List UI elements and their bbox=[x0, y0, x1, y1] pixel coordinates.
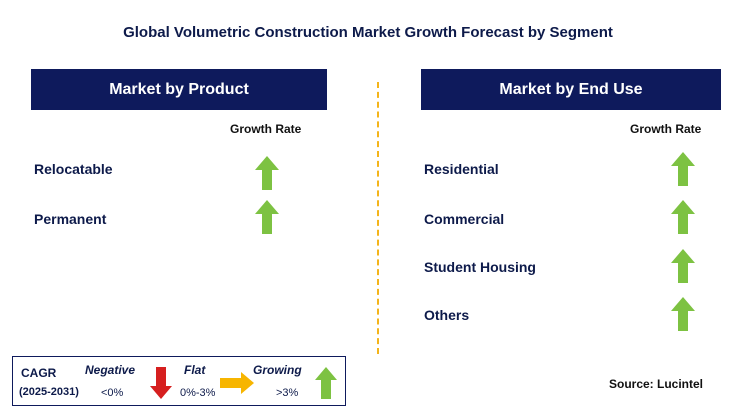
product-growth-rate-label: Growth Rate bbox=[230, 122, 302, 136]
source-note: Source: Lucintel bbox=[609, 377, 704, 391]
legend-growing-range: >3% bbox=[276, 387, 299, 399]
cagr-legend: CAGR (2025-2031) Negative <0% Flat 0%-3%… bbox=[12, 356, 346, 406]
up-arrow-icon bbox=[671, 297, 695, 331]
up-arrow-icon bbox=[255, 200, 279, 234]
up-arrow-icon bbox=[255, 156, 279, 190]
product-header: Market by Product bbox=[31, 69, 327, 110]
end-use-item-student-housing: Student Housing bbox=[424, 259, 536, 275]
end-use-item-others: Others bbox=[424, 307, 470, 323]
panel-divider bbox=[377, 82, 379, 354]
end-use-growth-rate-label: Growth Rate bbox=[630, 122, 702, 136]
chart-title: Global Volumetric Construction Market Gr… bbox=[123, 24, 613, 41]
legend-cagr-label: CAGR bbox=[21, 366, 57, 380]
legend-negative-label: Negative bbox=[85, 363, 136, 377]
legend-negative-range: <0% bbox=[101, 387, 124, 399]
legend-flat-label: Flat bbox=[184, 363, 206, 377]
legend-period: (2025-2031) bbox=[19, 386, 79, 398]
end-use-header: Market by End Use bbox=[421, 69, 721, 110]
up-arrow-icon bbox=[671, 249, 695, 283]
end-use-item-residential: Residential bbox=[424, 161, 499, 177]
product-item-relocatable: Relocatable bbox=[34, 161, 113, 177]
product-item-permanent: Permanent bbox=[34, 211, 107, 227]
legend-growing-label: Growing bbox=[253, 363, 302, 377]
up-arrow-icon bbox=[671, 200, 695, 234]
up-arrow-icon bbox=[671, 152, 695, 186]
down-arrow-icon bbox=[150, 367, 172, 399]
end-use-item-commercial: Commercial bbox=[424, 211, 505, 227]
legend-flat-range: 0%-3% bbox=[180, 387, 216, 399]
right-arrow-icon bbox=[220, 372, 254, 394]
up-arrow-icon bbox=[315, 367, 337, 399]
